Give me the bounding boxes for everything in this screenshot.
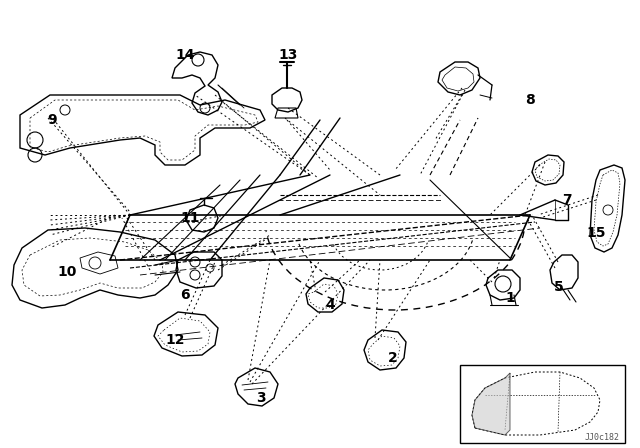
Text: 12: 12 [165, 333, 185, 347]
Text: 8: 8 [525, 93, 535, 107]
Bar [460, 365, 625, 443]
Text: 6: 6 [180, 288, 190, 302]
Text: 7: 7 [562, 193, 572, 207]
Text: 4: 4 [325, 298, 335, 312]
Polygon shape [472, 373, 510, 435]
Text: 2: 2 [388, 351, 398, 365]
Text: 15: 15 [586, 226, 605, 240]
Text: 14: 14 [175, 48, 195, 62]
Text: 13: 13 [278, 48, 298, 62]
Text: 10: 10 [58, 265, 77, 279]
Text: 1: 1 [505, 291, 515, 305]
Text: 5: 5 [554, 280, 564, 294]
Text: 9: 9 [47, 113, 57, 127]
Text: 11: 11 [180, 211, 200, 225]
Text: 3: 3 [256, 391, 266, 405]
Text: JJ0c182: JJ0c182 [585, 433, 620, 442]
